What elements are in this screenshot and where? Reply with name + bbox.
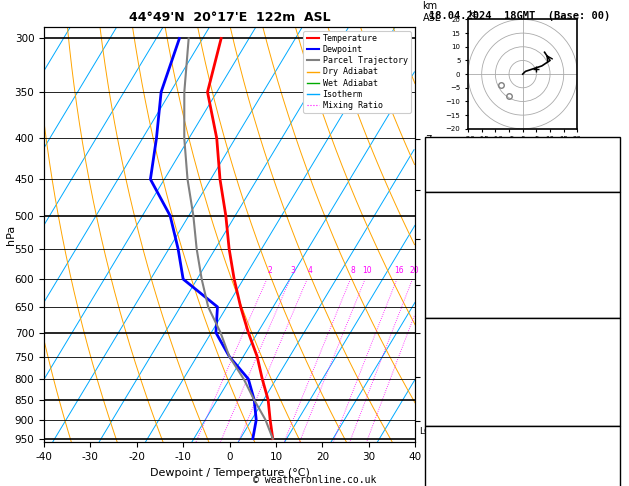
Text: hPa: hPa (6, 225, 16, 244)
Legend: Temperature, Dewpoint, Parcel Trajectory, Dry Adiabat, Wet Adiabat, Isotherm, Mi: Temperature, Dewpoint, Parcel Trajectory… (303, 31, 411, 113)
Text: 3: 3 (290, 266, 295, 275)
Text: CIN (J): CIN (J) (429, 300, 473, 310)
Text: Totals Totals: Totals Totals (429, 157, 510, 167)
Text: CAPE (J): CAPE (J) (429, 390, 479, 400)
Text: Surface: Surface (501, 194, 544, 205)
X-axis label: Dewpoint / Temperature (°C): Dewpoint / Temperature (°C) (150, 468, 309, 478)
Text: 4: 4 (307, 266, 312, 275)
Text: km
ASL: km ASL (423, 1, 441, 22)
Text: θₑ(K): θₑ(K) (429, 247, 460, 258)
Title: 44°49'N  20°17'E  122m  ASL: 44°49'N 20°17'E 122m ASL (129, 11, 330, 24)
Text: kt: kt (468, 10, 477, 19)
Text: © weatheronline.co.uk: © weatheronline.co.uk (253, 475, 376, 485)
Text: 2: 2 (267, 266, 272, 275)
Text: 2.7: 2.7 (598, 230, 617, 240)
Text: 28: 28 (604, 463, 617, 473)
Text: 10: 10 (363, 266, 372, 275)
Text: 0: 0 (611, 282, 617, 293)
Text: 20: 20 (410, 266, 420, 275)
Text: Lifted Index: Lifted Index (429, 265, 504, 275)
Text: 293: 293 (598, 247, 617, 258)
Text: 5: 5 (611, 265, 617, 275)
Text: 54: 54 (604, 157, 617, 167)
Text: EH: EH (429, 446, 442, 456)
Text: CAPE (J): CAPE (J) (429, 282, 479, 293)
Text: θₑ (K): θₑ (K) (429, 355, 467, 365)
Text: PW (cm): PW (cm) (429, 174, 473, 185)
Text: 7: 7 (611, 212, 617, 223)
Text: 3: 3 (611, 373, 617, 383)
Text: StmDir: StmDir (429, 481, 467, 486)
Text: LCL: LCL (419, 427, 435, 436)
Text: Hodograph: Hodograph (494, 428, 550, 438)
Text: 331°: 331° (592, 481, 617, 486)
Text: 9: 9 (611, 139, 617, 150)
Text: 0: 0 (611, 300, 617, 310)
Text: Lifted Index: Lifted Index (429, 373, 504, 383)
Text: Temp (°C): Temp (°C) (429, 212, 486, 223)
Text: CIN (J): CIN (J) (429, 408, 473, 418)
Text: 0: 0 (611, 390, 617, 400)
Text: 18.04.2024  18GMT  (Base: 00): 18.04.2024 18GMT (Base: 00) (429, 11, 610, 21)
Text: 8: 8 (350, 266, 355, 275)
Text: Pressure (mb): Pressure (mb) (429, 338, 510, 348)
Text: 296: 296 (598, 355, 617, 365)
Text: 950: 950 (598, 338, 617, 348)
Text: Dewp (°C): Dewp (°C) (429, 230, 486, 240)
Text: 4: 4 (611, 408, 617, 418)
Text: Most Unstable: Most Unstable (482, 320, 563, 330)
Text: 35: 35 (604, 446, 617, 456)
Text: K: K (429, 139, 435, 150)
Text: SREH: SREH (429, 463, 454, 473)
Text: 0.94: 0.94 (592, 174, 617, 185)
Text: 16: 16 (394, 266, 404, 275)
